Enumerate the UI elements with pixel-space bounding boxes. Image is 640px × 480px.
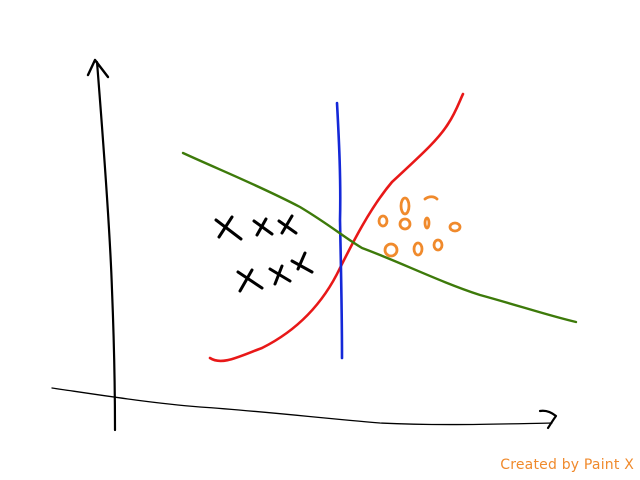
x-marker <box>277 214 298 235</box>
red-curve <box>208 92 465 363</box>
x-markers <box>214 214 314 293</box>
y-axis-arrowhead <box>86 58 110 79</box>
o-marker <box>377 214 389 228</box>
o-marker <box>398 217 412 231</box>
o-marker <box>399 196 411 216</box>
o-marker <box>432 238 444 252</box>
o-marker <box>423 195 439 201</box>
o-marker <box>383 242 399 258</box>
x-marker <box>268 264 292 286</box>
x-marker <box>252 217 274 237</box>
x-axis <box>51 387 558 430</box>
x-marker <box>214 215 243 241</box>
x-marker <box>290 251 314 274</box>
o-marker <box>448 221 462 233</box>
green-line <box>181 151 578 324</box>
o-marker <box>412 241 424 257</box>
y-axis-line <box>95 60 117 432</box>
blue-line <box>335 101 344 360</box>
x-axis-line <box>51 387 553 426</box>
o-markers <box>377 195 462 258</box>
watermark-text: Created by Paint X <box>500 457 634 473</box>
x-axis-arrowhead <box>538 409 558 430</box>
x-marker <box>236 268 264 293</box>
o-marker <box>423 216 431 230</box>
y-axis <box>86 58 117 432</box>
